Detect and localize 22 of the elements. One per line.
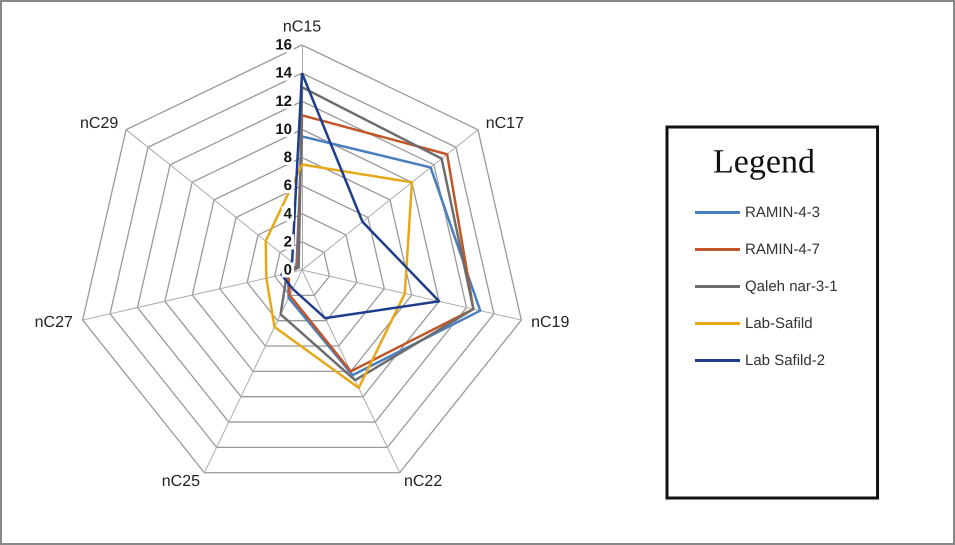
y-tick-label: 6 [284, 177, 292, 194]
y-tick-label: 8 [284, 149, 292, 166]
y-tick-label: 16 [275, 36, 292, 54]
spoke-label: nC22 [404, 473, 442, 490]
spoke-label: nC25 [162, 473, 200, 490]
spoke-label: nC17 [486, 114, 524, 132]
spoke-label: nC29 [80, 114, 118, 132]
y-tick-label: 14 [275, 64, 293, 82]
legend-label: Lab Safild-2 [745, 352, 826, 369]
legend-title: Legend [713, 144, 815, 180]
y-tick-label: 0 [284, 262, 292, 278]
spoke-label: nC19 [531, 314, 570, 331]
spoke-label: nC27 [34, 314, 73, 331]
y-tick-label: 2 [284, 233, 292, 250]
legend-label: RAMIN-4-3 [745, 204, 820, 221]
y-tick-label: 12 [275, 92, 292, 110]
legend-label: RAMIN-4-7 [745, 241, 820, 258]
y-tick-label: 4 [284, 205, 293, 222]
y-tick-label: 10 [275, 120, 292, 138]
legend-label: Lab-Safild [745, 315, 813, 332]
legend-label: Qaleh nar-3-1 [745, 278, 838, 295]
spoke-label: nC15 [282, 18, 322, 36]
